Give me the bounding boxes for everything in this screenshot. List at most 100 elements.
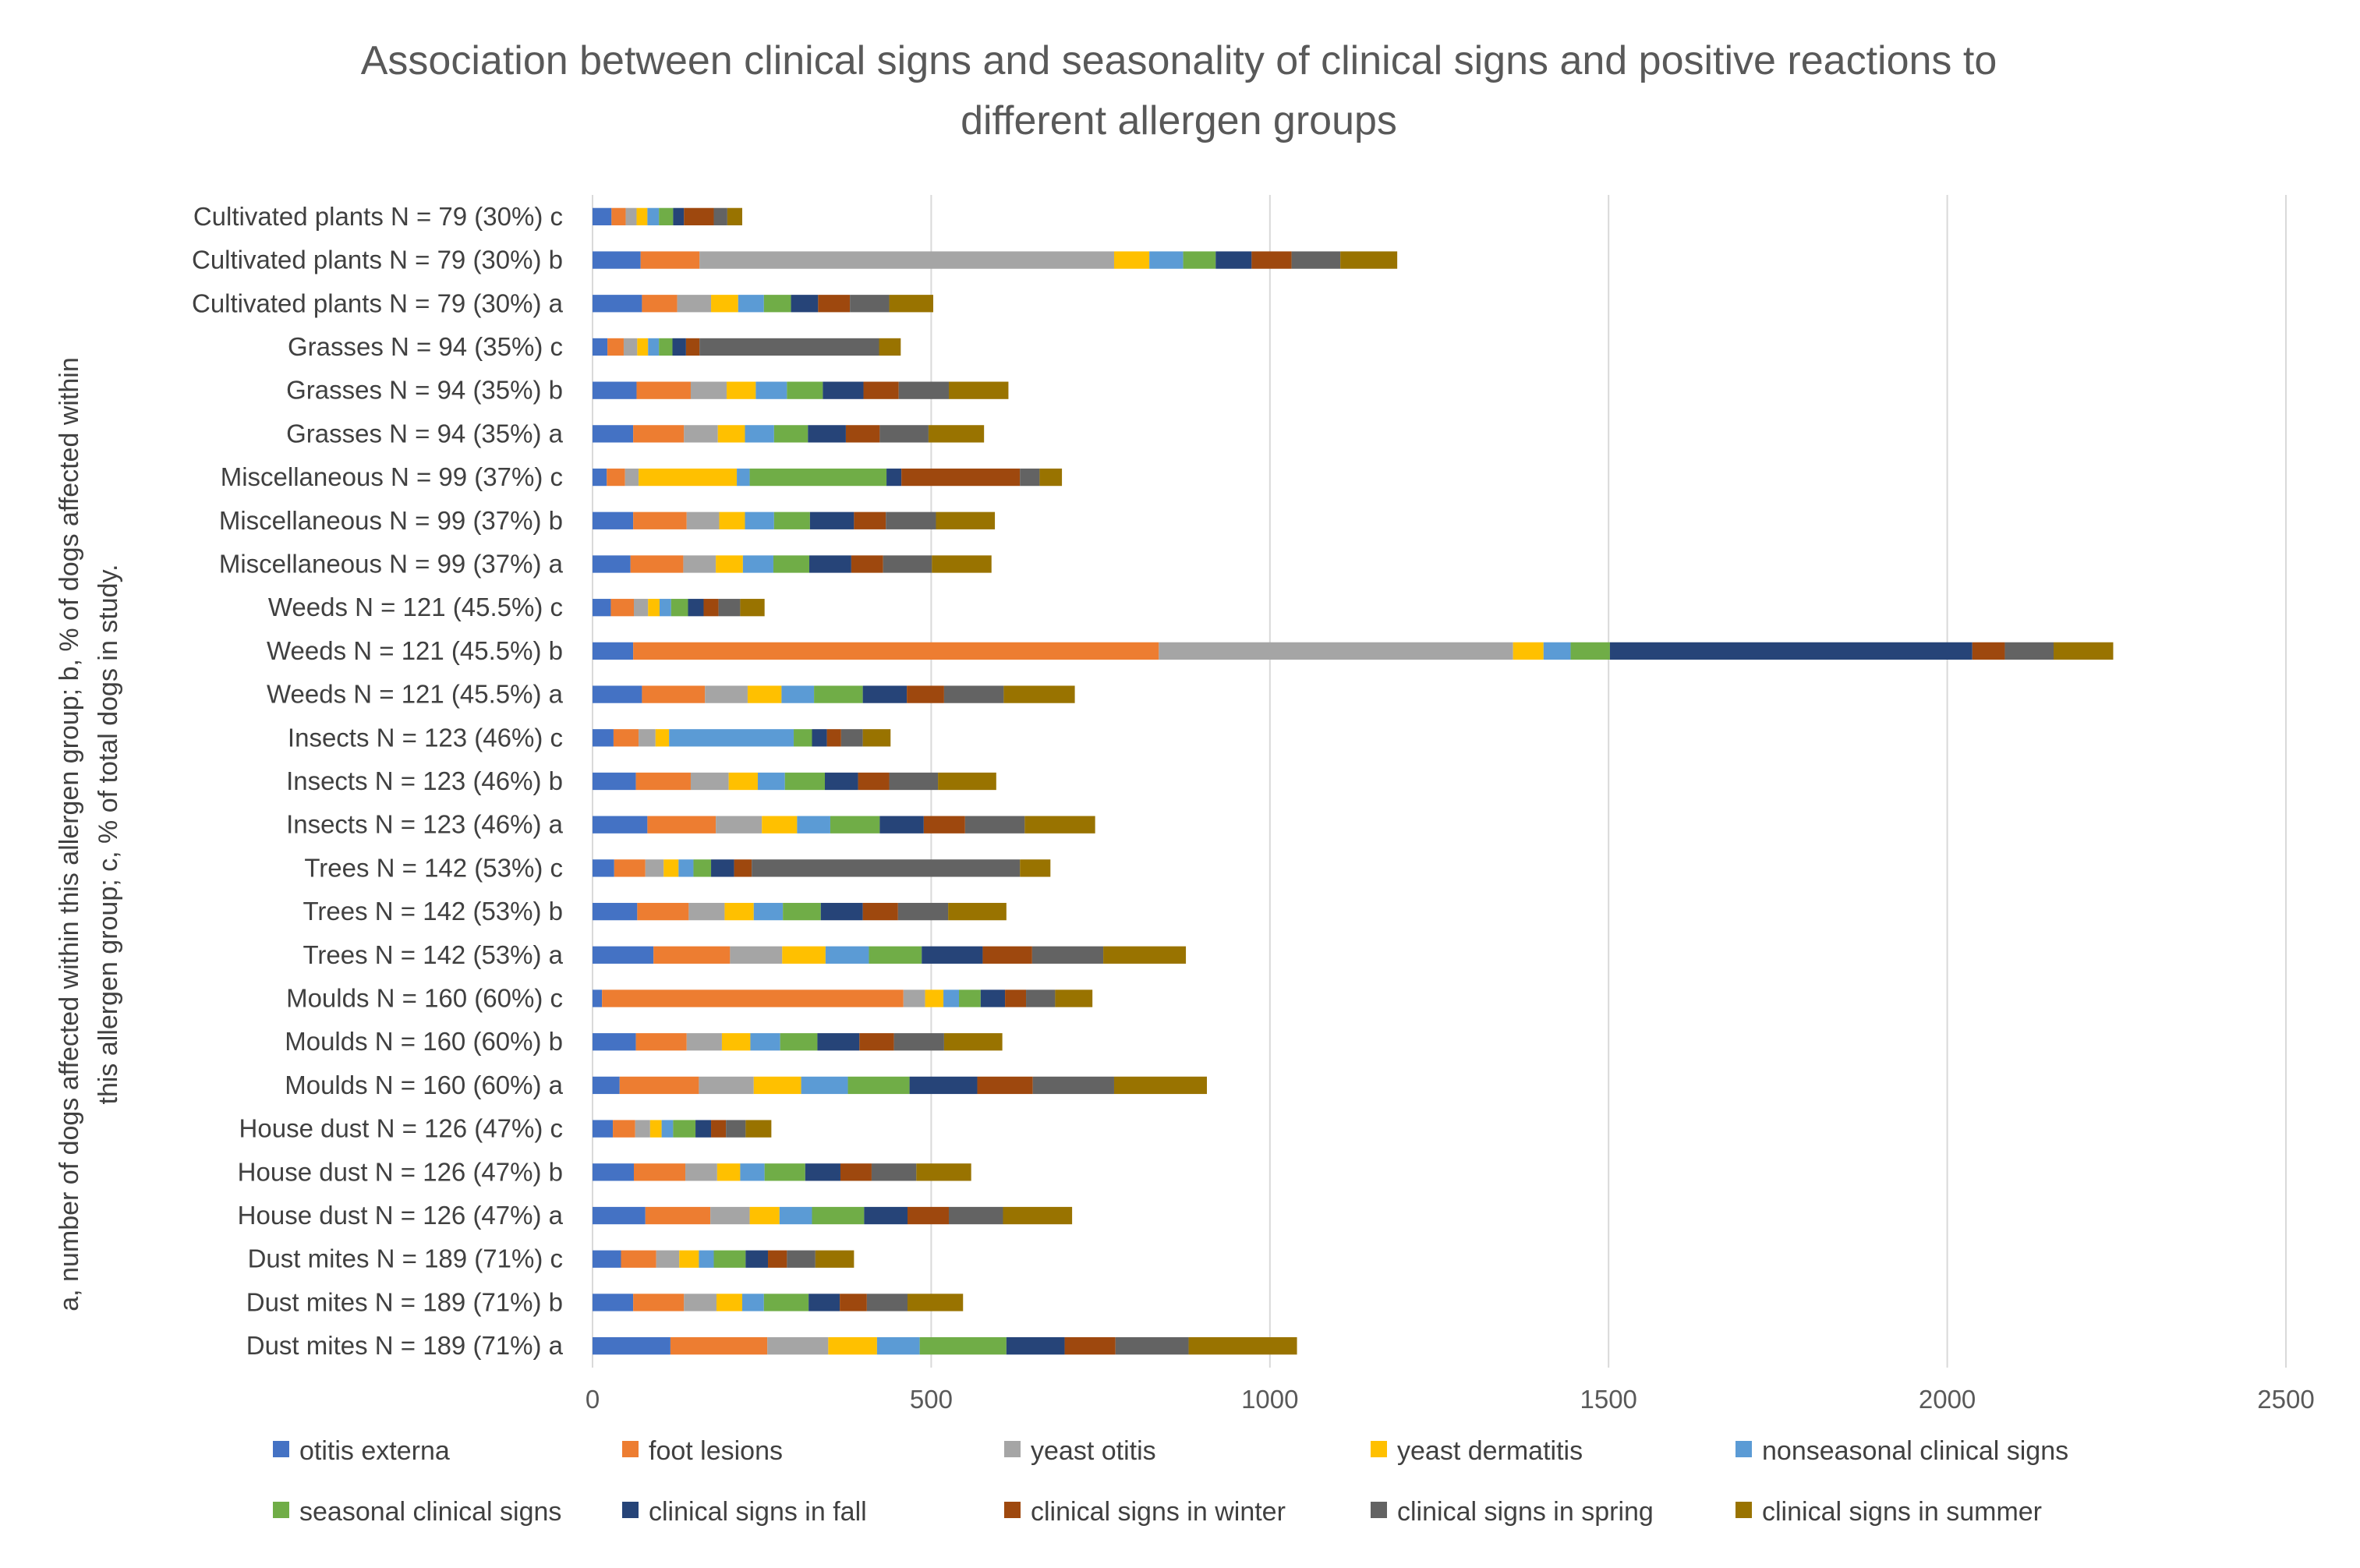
bar-segment — [752, 859, 1021, 877]
category-label: Dust mites N = 189 (71%) c — [248, 1244, 563, 1273]
bar-segment — [593, 816, 648, 834]
bar-segment — [737, 468, 750, 487]
bar-segment — [633, 1294, 685, 1311]
category-label: Dust mites N = 189 (71%) a — [246, 1331, 564, 1360]
legend-swatch — [273, 1441, 289, 1457]
bar-segment — [781, 685, 815, 703]
bar-segment — [982, 946, 1032, 964]
bar-segment — [1003, 685, 1075, 703]
bar-segment — [593, 207, 612, 225]
bar-segment — [1609, 642, 1973, 660]
bar-segment — [653, 946, 731, 964]
bar-segment — [593, 295, 642, 313]
bar-segment — [745, 425, 774, 443]
bar-segment — [805, 1163, 840, 1181]
category-label: House dust N = 126 (47%) c — [239, 1114, 563, 1143]
bar-segment — [817, 1033, 860, 1051]
bar-segment — [749, 1206, 780, 1225]
bar-segment — [593, 381, 637, 399]
bar-segment — [684, 425, 718, 443]
bar-segment — [824, 772, 858, 791]
bar-segment — [903, 989, 925, 1007]
bar-segment — [1024, 816, 1095, 834]
bar-segment — [889, 295, 934, 313]
bar-segment — [699, 338, 879, 356]
bar-segment — [621, 1250, 656, 1268]
bar-segment — [801, 1076, 848, 1095]
bar-segment — [716, 555, 743, 573]
bar-segment — [826, 729, 841, 747]
x-axis-tick-labels: 0 500 1000 1500 2000 2500 — [586, 1385, 2315, 1414]
bar-segment — [679, 1250, 699, 1268]
bar-segment — [1020, 468, 1040, 487]
bar-segment — [640, 251, 700, 269]
bar-segment — [1055, 989, 1093, 1007]
legend-label: clinical signs in spring — [1397, 1497, 1654, 1527]
category-label: Moulds N = 160 (60%) b — [285, 1027, 563, 1056]
chart-title: Association between clinical signs and s… — [361, 38, 1997, 143]
bar-segment — [728, 772, 758, 791]
bar-segment — [677, 295, 712, 313]
bar-segment — [705, 685, 748, 703]
bar-segment — [1183, 251, 1216, 269]
bar-segment — [607, 468, 625, 487]
bar-segment — [686, 511, 720, 529]
bar-segment — [695, 1120, 712, 1138]
bar-segment — [624, 468, 639, 487]
legend-label: clinical signs in winter — [1031, 1497, 1286, 1527]
bar-segment — [1115, 1337, 1189, 1355]
bar-segment — [593, 1337, 670, 1355]
legend-swatch — [1371, 1441, 1387, 1457]
bar-segment — [633, 599, 649, 617]
bar-segment — [773, 425, 808, 443]
bar-segment — [862, 729, 891, 747]
bar-segment — [593, 1120, 614, 1138]
bar-segment — [614, 859, 646, 877]
bar-segment — [858, 772, 890, 791]
bar-segment — [901, 468, 1021, 487]
bar-segment — [647, 207, 660, 225]
bar-segment — [1026, 989, 1056, 1007]
category-label: Miscellaneous N = 99 (37%) a — [219, 549, 564, 578]
bar-segment — [883, 555, 932, 573]
bar-segment — [768, 1250, 787, 1268]
category-label: Miscellaneous N = 99 (37%) b — [219, 506, 563, 535]
category-label: Insects N = 123 (46%) a — [286, 810, 564, 839]
bar-segment — [825, 946, 869, 964]
bar-segment — [726, 1120, 746, 1138]
bar-segment — [717, 425, 745, 443]
bar-segment — [840, 1163, 872, 1181]
bar-segment — [613, 1120, 635, 1138]
bar-segment — [828, 1337, 877, 1355]
bar-segment — [898, 381, 949, 399]
legend-label: nonseasonal clinical signs — [1762, 1436, 2068, 1466]
bar-segment — [1543, 642, 1571, 660]
bar-segment — [593, 468, 607, 487]
bar-segment — [693, 859, 712, 877]
bar-segment — [730, 946, 783, 964]
bar-segment — [593, 902, 638, 921]
bar-segment — [893, 1033, 944, 1051]
bar-segment — [639, 468, 738, 487]
bar-segment — [943, 685, 1004, 703]
y-axis-title: a, number of dogs affected within this a… — [55, 357, 123, 1311]
bar-segment — [948, 1206, 1003, 1225]
bar-segment — [593, 251, 641, 269]
bar-segment — [823, 381, 864, 399]
bar-segment — [716, 1294, 743, 1311]
bar-segment — [922, 946, 983, 964]
bar-segment — [977, 1076, 1033, 1095]
bar-segment — [787, 381, 823, 399]
bar-segment — [753, 1076, 801, 1095]
bar-segment — [1039, 468, 1063, 487]
bar-segment — [1003, 1206, 1073, 1225]
bar-segment — [734, 859, 752, 877]
category-label: Grasses N = 94 (35%) c — [288, 332, 563, 361]
bar-segment — [919, 1337, 1007, 1355]
bar-segment — [672, 338, 686, 356]
bar-segment — [690, 772, 729, 791]
bar-segment — [909, 1076, 978, 1095]
bar-segment — [686, 1033, 722, 1051]
bar-segment — [648, 599, 660, 617]
